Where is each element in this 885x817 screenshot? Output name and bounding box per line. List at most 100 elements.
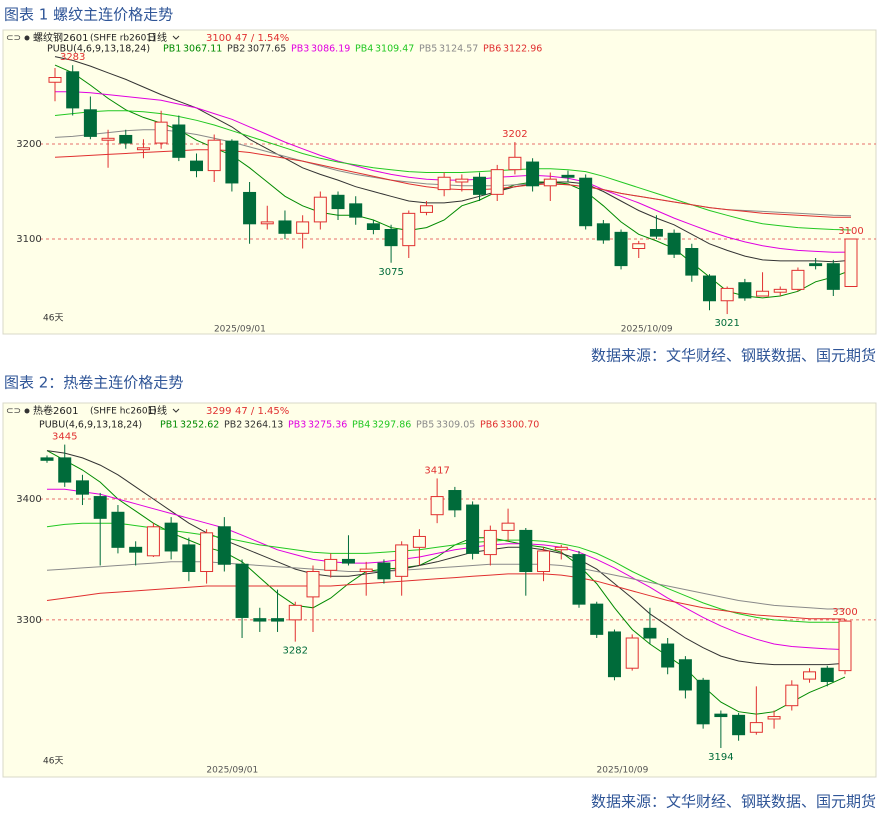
- candle-body: [501, 522, 515, 531]
- candle-body: [643, 627, 657, 639]
- candle-body: [820, 667, 834, 683]
- candle-body: [826, 263, 840, 290]
- candle-body: [253, 618, 267, 622]
- candle-body: [649, 229, 663, 237]
- candle-body: [182, 544, 196, 573]
- candle-body: [349, 203, 363, 218]
- candle-body: [306, 571, 320, 598]
- candle-body: [430, 496, 444, 516]
- change: 47 / 1.45%: [235, 406, 289, 417]
- candle-body: [111, 511, 125, 548]
- legend-value: 3067.11: [183, 44, 222, 55]
- price: 3100: [206, 33, 231, 44]
- candle-body: [154, 121, 168, 144]
- candle-body: [572, 554, 586, 605]
- extreme-label: 3075: [378, 267, 403, 278]
- candle-body: [519, 529, 533, 573]
- candle-body: [537, 550, 551, 573]
- period[interactable]: 日线: [147, 31, 167, 44]
- candle-body: [749, 722, 763, 733]
- candle-body: [561, 174, 575, 178]
- candle-body: [331, 194, 345, 210]
- legend-name: PB4: [355, 44, 373, 55]
- candle-body: [614, 231, 628, 267]
- extreme-label: 3283: [60, 52, 85, 63]
- extreme-label: 3021: [714, 318, 739, 329]
- period[interactable]: 日线: [147, 404, 167, 417]
- x-tick-label: 2025/09/01: [214, 325, 266, 335]
- candle-body: [554, 546, 568, 551]
- candle-body: [235, 563, 249, 618]
- candle-body: [714, 713, 728, 718]
- toolbar-icon: ⊂⊃: [6, 34, 21, 44]
- candle-body: [66, 71, 80, 109]
- candle-body: [809, 263, 823, 267]
- symbol: 热卷2601: [33, 404, 78, 417]
- candle-body: [632, 243, 646, 249]
- chart-title: 图表 2：热卷主连价格走势: [4, 374, 183, 392]
- legend-name: PB6: [480, 420, 498, 431]
- source-note: 数据来源：文华财经、钢联数据、国元期货: [591, 793, 876, 811]
- candle-body: [313, 196, 327, 223]
- candle-body: [172, 124, 186, 158]
- ma-line: [54, 64, 852, 299]
- legend-value: 3309.05: [436, 420, 475, 431]
- candle-body: [526, 161, 540, 187]
- candle-body: [359, 568, 373, 573]
- extreme-label: 3202: [502, 129, 527, 140]
- candle-body: [243, 191, 257, 225]
- ma-line: [46, 561, 846, 610]
- legend-name: PB5: [419, 44, 437, 55]
- ma-line: [54, 110, 852, 231]
- candle-body: [271, 618, 285, 622]
- candle-body: [667, 232, 681, 255]
- candle-body: [756, 290, 770, 297]
- candle-body: [225, 140, 239, 184]
- candle-body: [296, 221, 310, 234]
- candle-body: [590, 603, 604, 635]
- candle-body: [260, 221, 274, 225]
- x-tick-label: 2025/09/01: [206, 766, 258, 776]
- candle-body: [773, 288, 787, 293]
- legend-name: PB4: [352, 420, 370, 431]
- candle-body: [146, 526, 160, 557]
- candle-body: [738, 282, 752, 299]
- day-count: 46天: [43, 757, 63, 767]
- ma-line: [46, 450, 846, 666]
- candle-body: [607, 631, 621, 678]
- ma-line: [55, 91, 852, 253]
- legend-name: PB2: [227, 44, 245, 55]
- legend-name: PB1: [160, 420, 178, 431]
- candle-body: [483, 529, 497, 556]
- candle-body: [490, 169, 504, 195]
- extreme-label: 3194: [708, 752, 733, 763]
- chart-title: 图表 1 螺纹主连价格走势: [4, 6, 173, 24]
- candle-body: [377, 562, 391, 580]
- period-dropdown: [172, 35, 180, 40]
- candle-body: [466, 504, 480, 554]
- extreme-label: 3417: [424, 465, 449, 476]
- y-tick-label: 3300: [16, 615, 41, 626]
- legend-value: 3300.70: [500, 420, 539, 431]
- candle-body: [278, 220, 292, 234]
- extreme-label: 3100: [838, 226, 863, 237]
- candle-body: [164, 522, 178, 552]
- extreme-label: 3282: [283, 646, 308, 657]
- candle-body: [384, 229, 398, 247]
- legend-value: 3124.57: [439, 44, 478, 55]
- candle-body: [473, 176, 487, 195]
- legend-name: PB2: [224, 420, 242, 431]
- legend-value: 3086.19: [311, 44, 350, 55]
- candle-body: [93, 496, 107, 519]
- legend-name: PB5: [416, 420, 434, 431]
- y-tick-label: 3200: [16, 139, 41, 150]
- candle-body: [625, 637, 639, 669]
- candle-body: [767, 716, 781, 720]
- y-tick-label: 3400: [16, 494, 41, 505]
- candle-body: [136, 147, 150, 151]
- candle-body: [803, 671, 817, 680]
- ma-line: [54, 56, 852, 263]
- candle-body: [844, 238, 858, 287]
